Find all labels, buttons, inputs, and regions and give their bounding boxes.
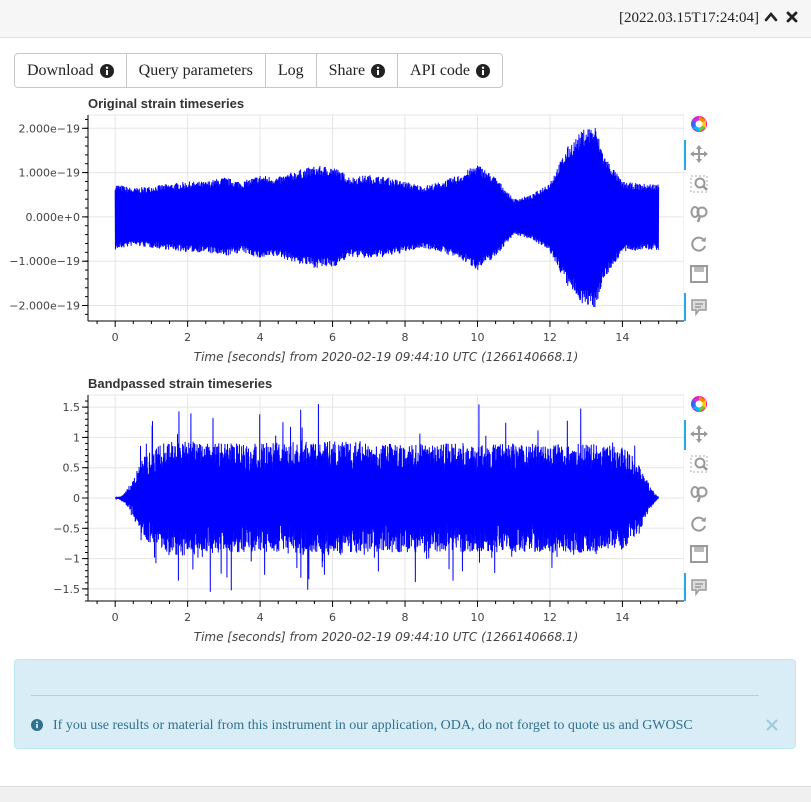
info-icon (99, 63, 114, 78)
y-tick-label: 2.000e−19 (19, 122, 80, 135)
active-tool-indicator (684, 293, 686, 321)
y-tick-label: −1.000e−19 (9, 255, 80, 268)
timestamp: [2022.03.15T17:24:04] (619, 10, 759, 26)
api-code-button[interactable]: API code (398, 54, 502, 87)
download-button-label: Download (27, 62, 94, 79)
plot-toolbar-bandpassed (684, 392, 714, 602)
active-tool-indicator (684, 140, 686, 170)
log-label: Log (277, 62, 304, 79)
close-icon[interactable] (785, 10, 799, 24)
x-tick-label: 10 (470, 331, 484, 344)
plot-title-original: Original strain timeseries (88, 96, 245, 111)
box-zoom-icon[interactable] (689, 454, 709, 474)
x-tick-label: 12 (543, 331, 557, 344)
y-tick-label: 1.000e−19 (19, 167, 80, 180)
y-tick-label: −0.5 (53, 522, 80, 535)
log-button[interactable]: Log (266, 54, 317, 87)
y-tick-label: 1 (73, 431, 80, 444)
y-tick-label: −1 (64, 553, 80, 566)
x-tick-label: 4 (257, 611, 264, 624)
save-icon[interactable] (689, 544, 709, 564)
info-circle-icon (31, 719, 43, 731)
original-strain-chart[interactable]: 0 2 4 6 8 10 12 14 2.000e−19 1.000e−19 0.000e+0 −1.… (0, 112, 684, 368)
bandpassed-strain-chart[interactable]: 0 2 4 6 8 10 12 14 1.5 1 0.5 0 −0.5 −1 −1.5 Time [secon… (0, 392, 684, 648)
query-parameters-label: Query parameters (138, 62, 253, 79)
notice-divider (31, 695, 759, 696)
wheel-zoom-icon[interactable] (689, 484, 709, 504)
pan-icon[interactable] (689, 144, 709, 164)
bottom-strip (0, 786, 811, 802)
x-tick-label: 14 (615, 331, 629, 344)
x-tick-label: 10 (470, 611, 484, 624)
plot-toolbar-original (684, 112, 714, 322)
hover-icon[interactable] (689, 297, 709, 317)
pan-icon[interactable] (689, 424, 709, 444)
strain-series-line (114, 128, 660, 308)
wheel-zoom-icon[interactable] (689, 204, 709, 224)
info-icon (371, 63, 386, 78)
x-tick-label: 0 (112, 611, 119, 624)
result-button-group: Download Query parameters Log Share API … (14, 53, 504, 88)
hover-icon[interactable] (689, 577, 709, 597)
x-tick-label: 12 (543, 611, 557, 624)
active-tool-indicator (684, 573, 686, 601)
y-tick-label: 0 (73, 492, 80, 505)
box-zoom-icon[interactable] (689, 174, 709, 194)
x-tick-label: 8 (402, 331, 409, 344)
x-axis-title: Time [seconds] from 2020-02-19 09:44:10 … (194, 630, 579, 644)
y-tick-label: 1.5 (63, 401, 81, 414)
y-tick-label: −1.5 (53, 583, 80, 596)
x-tick-label: 0 (112, 331, 119, 344)
bokeh-logo-icon[interactable] (689, 394, 709, 414)
save-icon[interactable] (689, 264, 709, 284)
notice-text: If you use results or material from this… (53, 718, 693, 733)
query-parameters-button[interactable]: Query parameters (127, 54, 266, 87)
panel-header: [2022.03.15T17:24:04] (0, 0, 811, 38)
close-icon[interactable] (765, 718, 779, 732)
info-icon (476, 63, 491, 78)
strain-series-line (115, 404, 659, 592)
x-tick-label: 4 (257, 331, 264, 344)
x-tick-label: 2 (184, 611, 191, 624)
share-button[interactable]: Share (317, 54, 399, 87)
x-tick-label: 6 (329, 331, 336, 344)
y-tick-label: 0.5 (63, 462, 81, 475)
api-code-label: API code (410, 62, 471, 79)
reset-icon[interactable] (689, 514, 709, 534)
active-tool-indicator (684, 420, 686, 450)
x-tick-label: 8 (402, 611, 409, 624)
x-tick-label: 6 (329, 611, 336, 624)
x-tick-label: 2 (184, 331, 191, 344)
x-axis-title: Time [seconds] from 2020-02-19 09:44:10 … (194, 350, 579, 364)
x-tick-label: 14 (615, 611, 629, 624)
download-button[interactable]: Download (15, 54, 127, 87)
share-label: Share (328, 62, 366, 79)
reset-icon[interactable] (689, 234, 709, 254)
y-tick-label: 0.000e+0 (26, 211, 80, 224)
citation-notice: If you use results or material from this… (14, 659, 796, 749)
plot-title-bandpassed: Bandpassed strain timeseries (88, 376, 273, 391)
chevron-up-icon[interactable] (764, 10, 778, 24)
bokeh-logo-icon[interactable] (689, 114, 709, 134)
y-tick-label: −2.000e−19 (9, 299, 80, 312)
